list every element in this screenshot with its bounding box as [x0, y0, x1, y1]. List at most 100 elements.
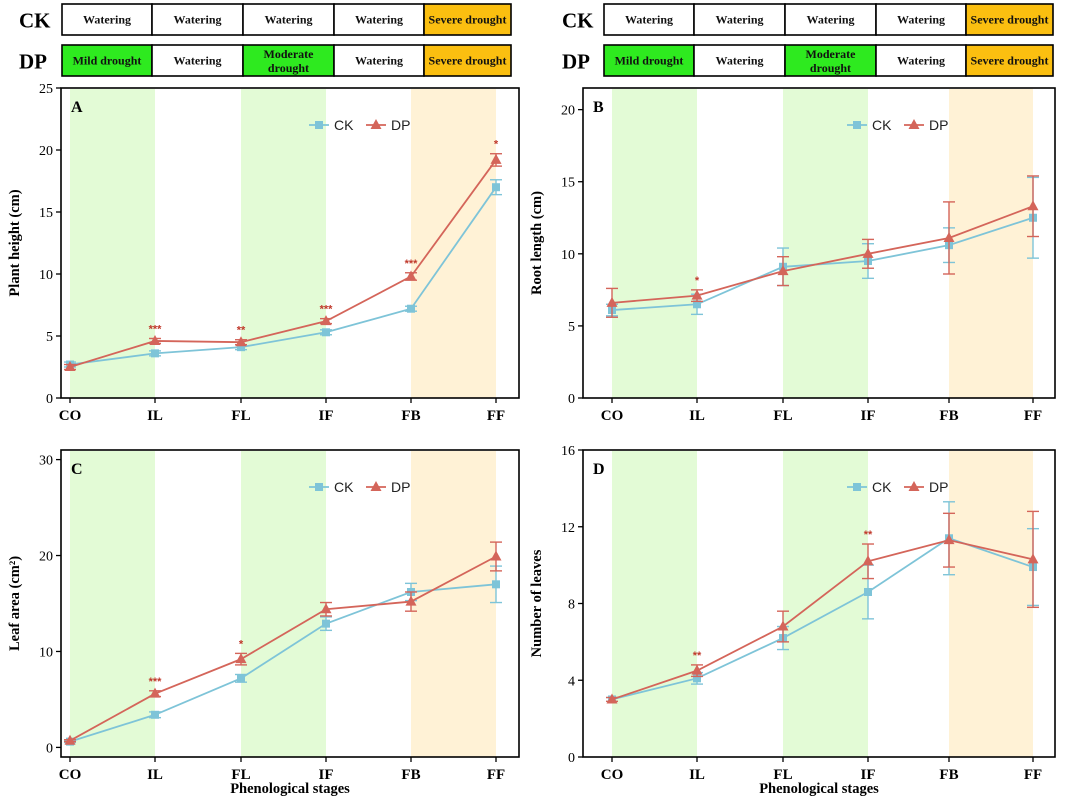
segment-box: [242, 44, 335, 77]
segment-label: Watering: [716, 54, 764, 68]
y-tick-label: 10: [39, 268, 53, 283]
y-tick-label: 15: [561, 176, 575, 191]
series-line: [69, 159, 497, 368]
data-point: [64, 734, 76, 745]
data-point: [151, 710, 159, 719]
segment-label: Watering: [897, 54, 945, 68]
significance-marker: *: [239, 638, 244, 650]
stage-band: [70, 89, 155, 398]
stage-band: [241, 89, 326, 398]
legend-label: CK: [334, 117, 354, 133]
legend-item-ck: CK: [847, 479, 892, 495]
data-point: [490, 153, 502, 164]
legend-label: DP: [391, 117, 410, 133]
significance-marker: **: [693, 650, 702, 662]
x-tick-label: FB: [401, 767, 420, 783]
stage-band: [612, 89, 697, 398]
treatment-segment: Watering: [333, 44, 425, 77]
x-tick-label: IF: [319, 767, 334, 783]
segment-box: [151, 3, 244, 36]
panel-letter: C: [71, 461, 83, 478]
x-axis-title: Phenological stages: [759, 781, 879, 797]
x-tick-label: CO: [601, 408, 624, 424]
y-tick-label: 20: [39, 550, 53, 565]
segment-label: Moderate drought: [806, 47, 857, 75]
segment-box: [423, 3, 512, 36]
segment-label: Watering: [716, 13, 764, 27]
series-line: [69, 555, 497, 742]
treatment-segment: Severe drought: [423, 3, 512, 36]
treatment-label: DP: [19, 50, 47, 74]
data-point: [405, 270, 417, 281]
y-tick-label: 5: [46, 330, 53, 345]
significance-marker: ***: [405, 258, 419, 270]
y-tick-label: 0: [568, 751, 575, 766]
segment-box: [693, 3, 786, 36]
y-tick-label: 8: [568, 598, 575, 613]
segment-label: Watering: [83, 13, 131, 27]
y-axis-title: Root length (cm): [529, 191, 545, 295]
segment-label: Watering: [625, 13, 673, 27]
y-axis-title: Plant height (cm): [7, 189, 23, 296]
data-point: [64, 361, 76, 371]
x-tick-label: IL: [689, 408, 705, 424]
data-point: [1027, 200, 1039, 211]
treatment-segment: Watering: [784, 3, 877, 36]
legend-item-ck: CK: [309, 479, 354, 495]
segment-label: Watering: [807, 13, 855, 27]
treatment-segment: Watering: [603, 3, 695, 36]
series-dp: [64, 153, 502, 371]
stage-band: [949, 451, 1033, 757]
legend-label: CK: [334, 479, 354, 495]
panel-b: 0 5 10 15 20 CO IL FL IF FB FF Root length (cm) B * CK…: [529, 87, 1056, 424]
data-point: [235, 336, 247, 347]
segment-label: Watering: [174, 54, 222, 68]
x-tick-label: IF: [861, 408, 876, 424]
treatment-segment: Mild drought: [603, 44, 695, 77]
treatment-segment: Severe drought: [965, 44, 1054, 77]
x-axis-title: Phenological stages: [230, 781, 350, 797]
treatment-segment: Moderate drought: [242, 44, 335, 77]
data-point: [237, 674, 245, 683]
series-line: [69, 186, 497, 366]
treatment-segment: Watering: [693, 44, 786, 77]
legend-item-dp: DP: [366, 479, 410, 495]
panel-a: 0 5 10 15 20 25 CO IL FL IF FB FF Plant height (cm) A…: [7, 82, 520, 424]
treatment-legend-bars: CK Watering Watering Watering Watering Severe…: [19, 3, 1054, 77]
x-tick-label: FL: [773, 767, 792, 783]
legend-label: CK: [872, 117, 892, 133]
treatment-segment: Watering: [875, 44, 967, 77]
data-point: [693, 674, 701, 683]
legend: CK DP: [309, 479, 410, 495]
x-tick-label: FL: [231, 767, 250, 783]
segment-box: [965, 44, 1054, 77]
plot-frame: [60, 87, 520, 399]
legend-item-dp: DP: [904, 479, 948, 495]
legend-item-dp: DP: [904, 117, 948, 133]
y-tick-label: 12: [561, 521, 575, 536]
series-line: [69, 583, 497, 743]
data-point: [407, 304, 415, 313]
treatment-segment: Watering: [242, 3, 335, 36]
chart-panels: 0 5 10 15 20 25 CO IL FL IF FB FF Plant height (cm) A…: [7, 82, 1056, 797]
segment-box: [965, 3, 1054, 36]
y-tick-label: 4: [568, 674, 575, 689]
y-tick-label: 16: [561, 444, 575, 459]
data-point: [864, 587, 872, 596]
segment-box: [875, 3, 967, 36]
segment-box: [333, 44, 425, 77]
y-tick-label: 0: [46, 741, 53, 756]
treatment-segment: Watering: [693, 3, 786, 36]
treatment-row-ck: CK Watering Watering Watering Watering Severe…: [562, 3, 1054, 36]
treatment-label: CK: [19, 9, 51, 33]
legend-label: DP: [929, 479, 948, 495]
data-point: [943, 534, 955, 545]
treatment-segment: Mild drought: [61, 44, 153, 77]
data-point: [943, 231, 955, 242]
x-tick-label: FL: [231, 408, 250, 424]
y-tick-label: 0: [568, 392, 575, 407]
data-point: [322, 328, 330, 337]
treatment-segment: Watering: [151, 3, 244, 36]
data-point: [1027, 553, 1039, 564]
